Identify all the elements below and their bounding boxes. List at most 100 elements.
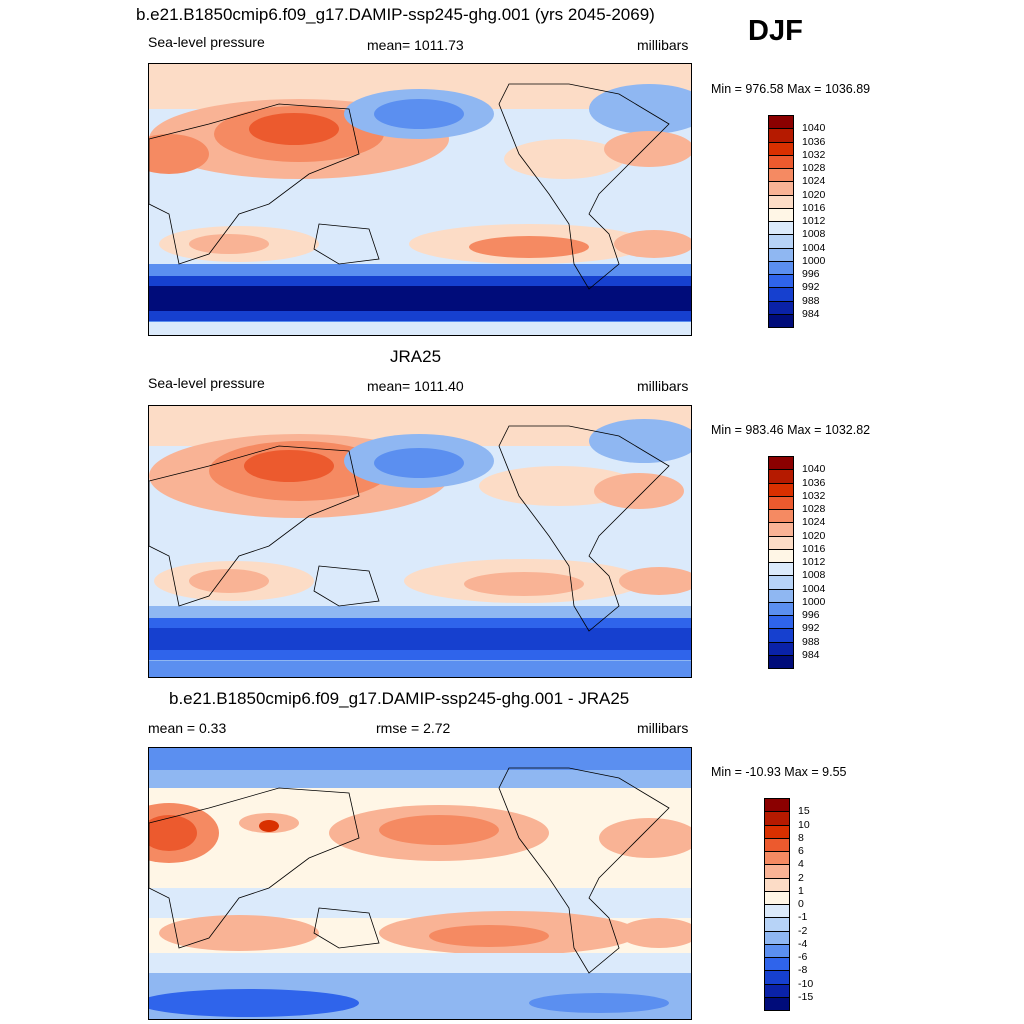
panel-3-right-label: millibars — [637, 720, 689, 736]
colorbar-tick-label: 988 — [802, 294, 820, 307]
colorbar-tick-label: -4 — [798, 937, 808, 950]
panel-2-right-label: millibars — [637, 378, 689, 394]
colorbar-segment — [769, 535, 793, 549]
colorbar-tick-label: 1024 — [802, 516, 826, 529]
panel-1-field — [149, 64, 691, 335]
colorbar-segment — [765, 904, 789, 918]
colorbar-segment — [765, 917, 789, 931]
colorbar-segment — [769, 628, 793, 642]
colorbar-tick-label: 1004 — [802, 582, 826, 595]
colorbar-segment — [769, 654, 793, 668]
colorbar-segment — [765, 970, 789, 984]
panel-2-minmax: Min = 983.46 Max = 1032.82 — [711, 423, 871, 437]
colorbar-tick-label: 1020 — [802, 188, 826, 201]
colorbar-tick-label: 1016 — [802, 201, 826, 214]
colorbar-tick-label: 15 — [798, 805, 810, 818]
colorbar-segment — [769, 128, 793, 142]
colorbar-segment — [765, 837, 789, 851]
colorbar-segment — [765, 851, 789, 865]
colorbar-segment — [769, 469, 793, 483]
panel-3-colorbar-box — [764, 798, 790, 1011]
colorbar-tick-label: -8 — [798, 964, 808, 977]
panel-2-colorbar-box — [768, 456, 794, 669]
panel-1-map — [148, 63, 692, 336]
colorbar-segment — [769, 562, 793, 576]
colorbar-segment — [769, 641, 793, 655]
colorbar-tick-label: 1012 — [802, 556, 826, 568]
season-label: DJF — [748, 15, 803, 47]
panel-1-center-label: mean= 1011.73 — [367, 37, 464, 53]
panel-3-center-label: rmse = 2.72 — [376, 720, 451, 736]
colorbar-segment — [769, 207, 793, 221]
panel-2-map — [148, 405, 692, 678]
colorbar-tick-label: 1004 — [802, 241, 826, 254]
colorbar-tick-label: -15 — [798, 990, 814, 1003]
colorbar-tick-label: 1040 — [802, 463, 826, 476]
colorbar-tick-label: -6 — [798, 951, 808, 963]
colorbar-segment — [765, 798, 789, 812]
colorbar-tick-label: 984 — [802, 307, 820, 320]
panel-2-title: JRA25 — [390, 347, 442, 366]
colorbar-segment — [769, 274, 793, 288]
colorbar-segment — [769, 522, 793, 536]
colorbar-tick-label: 996 — [802, 268, 820, 280]
panel-1-colorbar-box — [768, 115, 794, 328]
colorbar-tick-label: 1008 — [802, 569, 826, 582]
colorbar-segment — [769, 588, 793, 602]
panel-1-left-label: Sea-level pressure — [148, 34, 265, 50]
colorbar-tick-label: 1000 — [802, 254, 826, 267]
colorbar-tick-label: 1024 — [802, 175, 826, 188]
colorbar-segment — [769, 181, 793, 195]
colorbar-segment — [769, 482, 793, 496]
colorbar-tick-label: 1036 — [802, 476, 826, 489]
colorbar-segment — [769, 456, 793, 470]
colorbar-tick-label: -1 — [798, 911, 808, 924]
colorbar-segment — [765, 864, 789, 878]
panel-2-left-label: Sea-level pressure — [148, 375, 265, 391]
colorbar-segment — [769, 287, 793, 301]
colorbar-tick-label: 1032 — [802, 148, 826, 161]
colorbar-tick-label: 984 — [802, 648, 820, 661]
colorbar-tick-label: 1000 — [802, 595, 826, 608]
colorbar-segment — [769, 313, 793, 327]
colorbar-segment — [769, 168, 793, 182]
colorbar-segment — [769, 300, 793, 314]
colorbar-tick-label: 6 — [798, 845, 804, 857]
panel-3-field — [149, 748, 691, 1019]
colorbar-tick-label: 1036 — [802, 135, 826, 148]
panel-3-title: b.e21.B1850cmip6.f09_g17.DAMIP-ssp245-gh… — [169, 689, 630, 708]
colorbar-tick-label: 1012 — [802, 215, 826, 227]
colorbar-segment — [769, 234, 793, 248]
colorbar-segment — [769, 141, 793, 155]
panel-3-minmax: Min = -10.93 Max = 9.55 — [711, 765, 847, 779]
colorbar-tick-label: 2 — [798, 871, 804, 884]
colorbar-tick-label: 988 — [802, 635, 820, 648]
colorbar-tick-label: 0 — [798, 898, 804, 910]
colorbar-tick-label: 1008 — [802, 228, 826, 241]
colorbar-segment — [765, 811, 789, 825]
colorbar-tick-label: 1 — [798, 884, 804, 897]
panel-1-minmax: Min = 976.58 Max = 1036.89 — [711, 82, 871, 96]
colorbar-segment — [769, 260, 793, 274]
colorbar-segment — [765, 890, 789, 904]
colorbar-segment — [769, 247, 793, 261]
panel-3-left-label: mean = 0.33 — [148, 720, 227, 736]
colorbar-tick-label: 1028 — [802, 503, 826, 515]
colorbar-segment — [765, 824, 789, 838]
colorbar-segment — [765, 996, 789, 1010]
colorbar-tick-label: 996 — [802, 609, 820, 621]
panel-3-map — [148, 747, 692, 1020]
colorbar-segment — [769, 495, 793, 509]
colorbar-tick-label: 1040 — [802, 122, 826, 135]
colorbar-tick-label: 1028 — [802, 162, 826, 174]
colorbar-segment — [769, 548, 793, 562]
colorbar-tick-label: 1032 — [802, 489, 826, 502]
colorbar-segment — [765, 957, 789, 971]
colorbar-tick-label: 992 — [802, 281, 820, 294]
colorbar-segment — [765, 983, 789, 997]
colorbar-segment — [769, 509, 793, 523]
colorbar-segment — [765, 877, 789, 891]
panel-2-field — [149, 406, 691, 677]
panel-1-right-label: millibars — [637, 37, 689, 53]
colorbar-tick-label: 4 — [798, 858, 804, 871]
